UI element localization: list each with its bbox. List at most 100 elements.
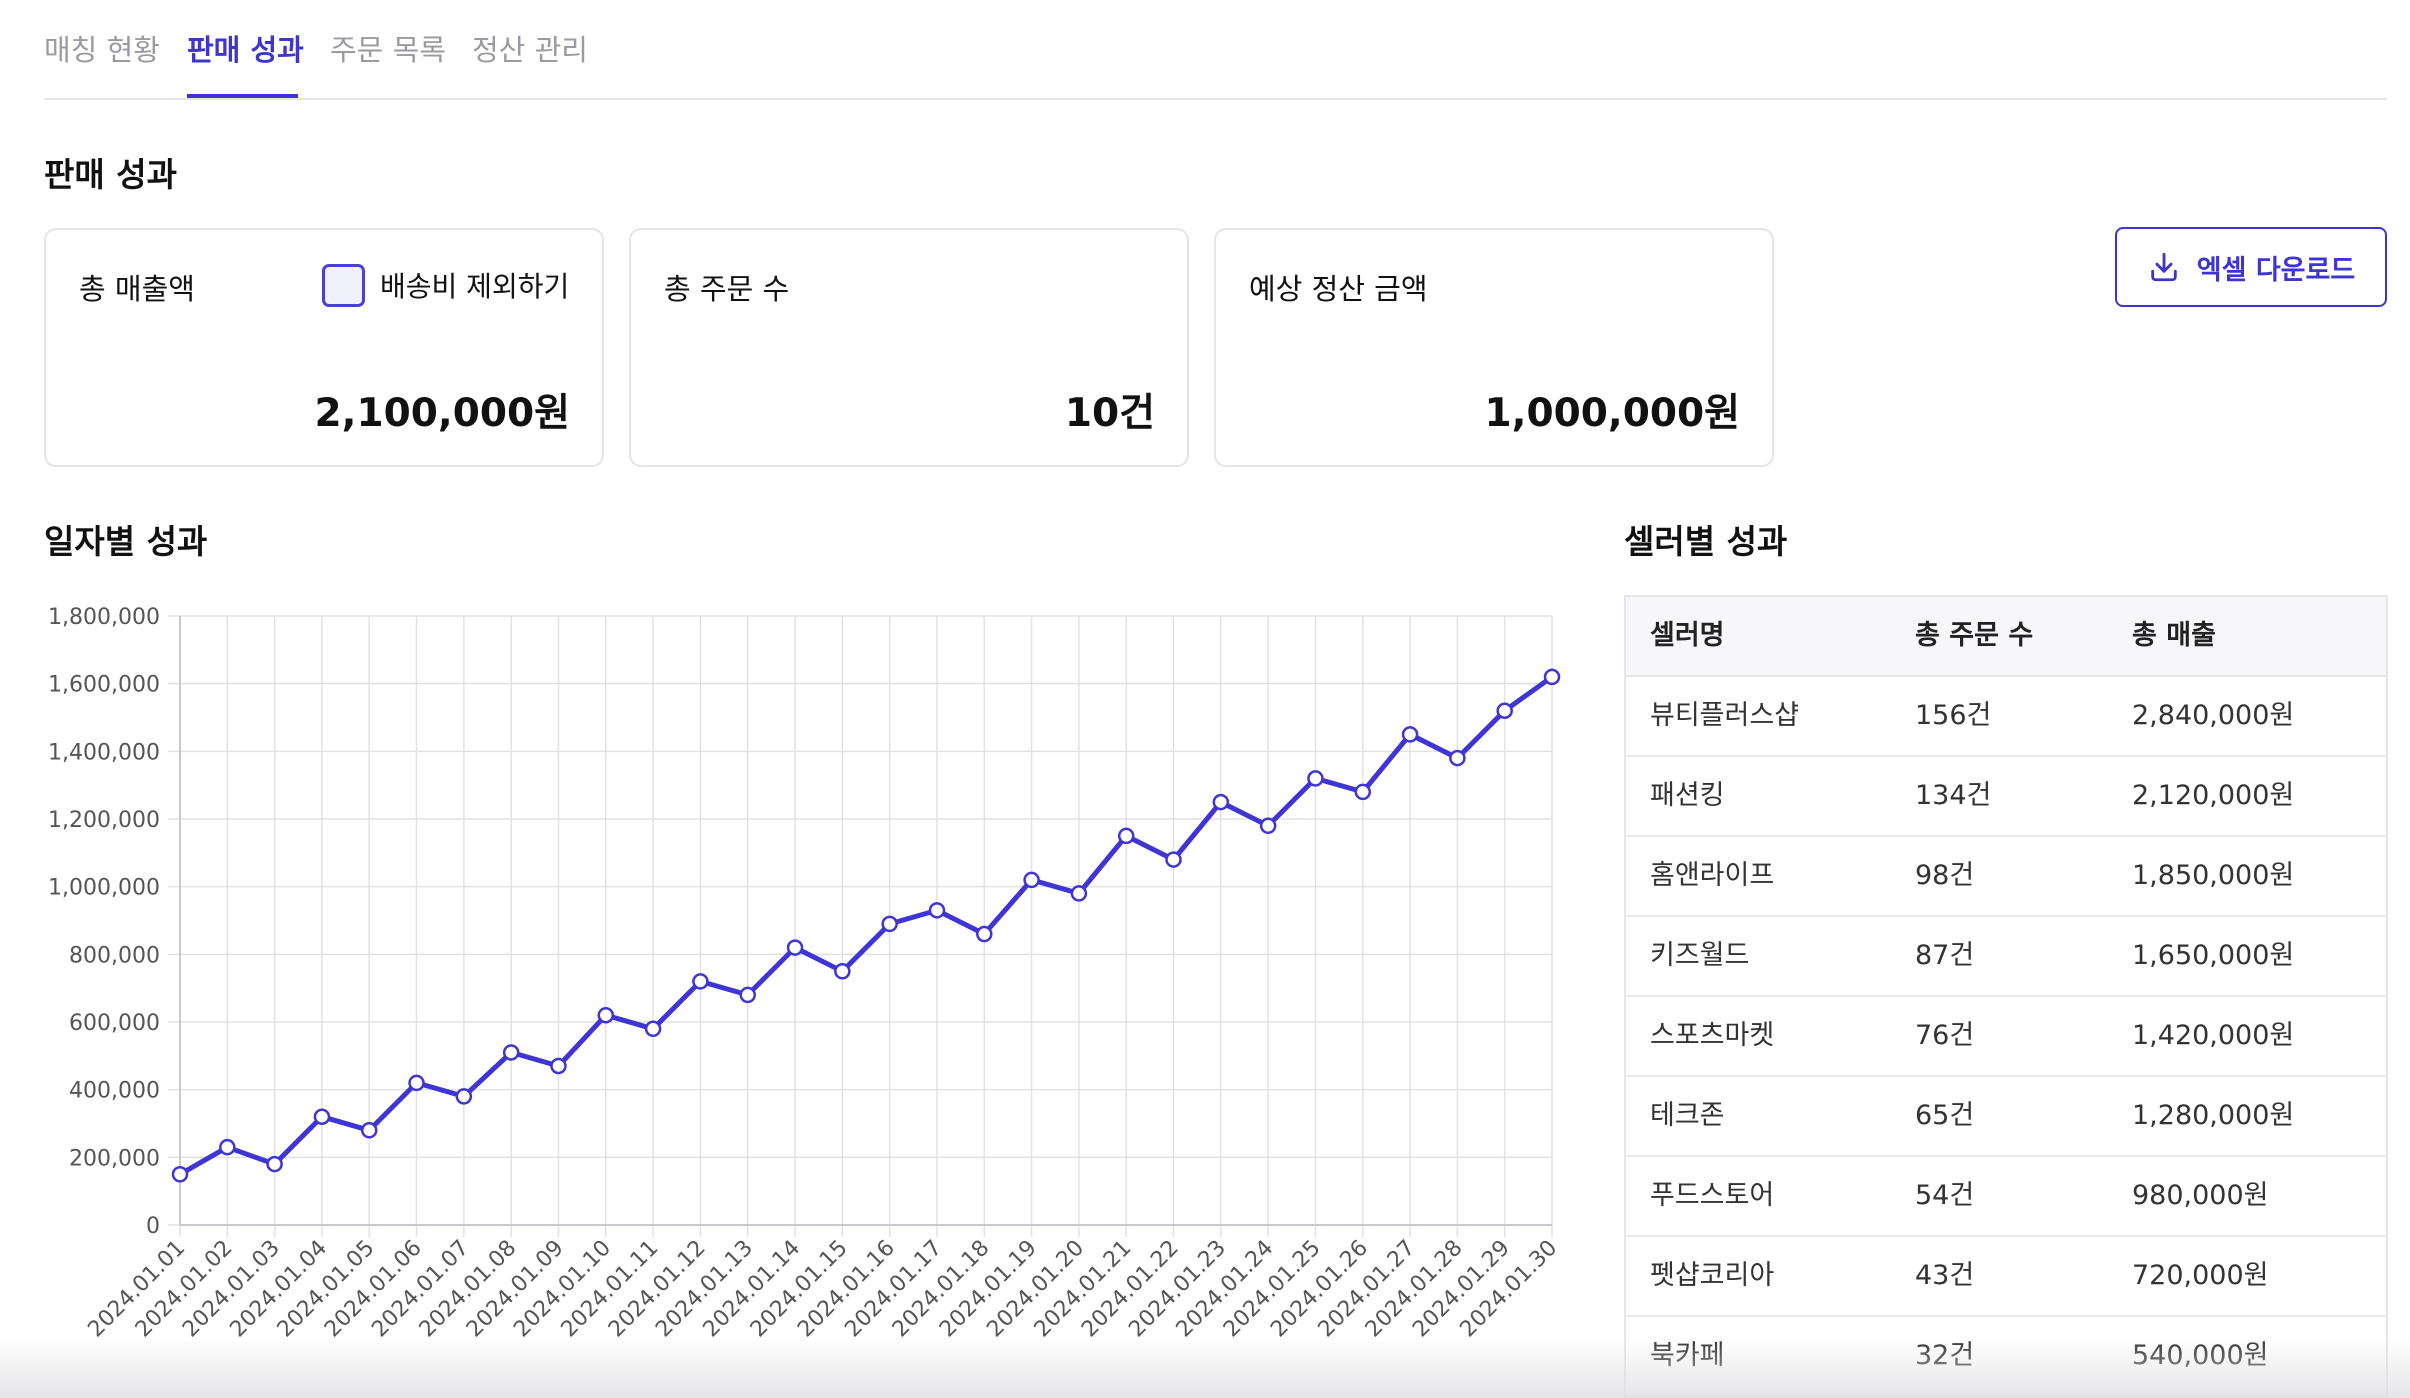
seller-name: 펫샵코리아 [1650,1260,1775,1291]
seller-name: 홈앤라이프 [1650,860,1775,891]
checkbox-box[interactable] [322,263,365,307]
data-point [739,986,756,1004]
data-point [1212,793,1230,811]
seller-orders: 32건 [1915,1340,1975,1371]
expected-settlement-value: 1,000,000원 [1484,391,1740,436]
table-row: 패션킹 134건 2,120,000원 [1626,757,2386,837]
seller-orders: 98건 [1915,860,1975,891]
data-point [313,1108,331,1125]
y-tick-label: 400,000 [69,1079,160,1104]
seller-performance-title: 셀러별 성과 [1624,522,1788,561]
data-point [1543,668,1561,686]
data-point [360,1122,378,1139]
data-point [881,915,898,933]
seller-sales: 1,850,000원 [2132,860,2295,891]
data-point [171,1166,189,1183]
tab-settlement[interactable]: 정산 관리 [472,33,588,67]
y-tick-label: 1,400,000 [48,740,160,765]
seller-name: 푸드스토어 [1650,1180,1775,1211]
seller-sales: 720,000원 [2132,1260,2269,1291]
tab-order-list[interactable]: 주문 목록 [330,33,446,67]
table-row: 북카페 32건 540,000원 [1626,1317,2386,1397]
y-tick-label: 800,000 [69,943,160,968]
data-point [692,973,709,990]
data-point [1449,749,1466,767]
y-tick-label: 1,000,000 [48,876,160,901]
y-tick-label: 200,000 [69,1146,160,1171]
tab-matching-status[interactable]: 매칭 현황 [44,33,160,67]
total-sales-value: 2,100,000원 [314,391,570,436]
data-point [1496,702,1513,719]
y-tick-label: 0 [146,1214,160,1239]
data-point [550,1057,567,1075]
daily-sales-line-chart: 0 200,000 400,000 600,000 800,000 1,000,000 1,… [48,605,1562,1342]
seller-orders: 156건 [1915,700,1992,731]
total-orders-value: 10건 [1064,391,1155,436]
seller-orders: 43건 [1915,1260,1975,1291]
seller-orders: 134건 [1915,780,1992,811]
data-point [644,1020,662,1038]
table-row: 스포츠마켓 76건 1,420,000원 [1626,997,2386,1077]
header-total-sales: 총 매출 [2132,620,2216,651]
download-icon [2151,252,2177,282]
data-point [1165,851,1182,868]
data-point [455,1088,473,1105]
tab-sales-performance[interactable]: 판매 성과 [187,33,304,67]
y-tick-label: 1,600,000 [48,673,160,698]
seller-sales: 1,420,000원 [2132,1020,2295,1051]
table-row: 펫샵코리아 43건 720,000원 [1626,1237,2386,1317]
seller-name: 테크존 [1650,1100,1725,1131]
y-tick-label: 1,800,000 [48,605,160,630]
seller-sales: 2,840,000원 [2132,700,2295,731]
table-row: 홈앤라이프 98건 1,850,000원 [1626,837,2386,917]
data-point [1117,827,1135,845]
seller-name: 뷰티플러스샵 [1650,700,1800,731]
seller-sales: 980,000원 [2132,1180,2269,1211]
total-sales-card: 총 매출액 배송비 제외하기 2,100,000원 [44,228,604,467]
expected-settlement-card: 예상 정산 금액 1,000,000원 [1214,228,1774,467]
data-point [266,1155,283,1173]
expected-settlement-label: 예상 정산 금액 [1249,272,1428,306]
data-point [786,939,804,956]
seller-sales: 1,650,000원 [2132,940,2295,971]
data-point [502,1044,520,1061]
seller-orders: 54건 [1915,1180,1975,1211]
exclude-shipping-label[interactable]: 배송비 제외하기 [380,270,570,303]
seller-performance-table: 셀러명 총 주문 수 총 매출 뷰티플러스샵 156건 2,840,000원 패… [1624,595,2388,1398]
seller-orders: 65건 [1915,1100,1975,1131]
data-point [1023,871,1040,889]
total-orders-card: 총 주문 수 10건 [629,228,1189,467]
excel-download-button[interactable]: 엑셀 다운로드 [2115,227,2387,307]
table-row: 테크존 65건 1,280,000원 [1626,1077,2386,1157]
total-orders-label: 총 주문 수 [664,272,790,306]
active-tab-indicator [187,94,298,98]
seller-sales: 1,280,000원 [2132,1100,2295,1131]
table-row: 푸드스토어 54건 980,000원 [1626,1157,2386,1237]
data-point [1354,783,1372,801]
data-point [1259,817,1277,835]
data-point [1070,885,1088,902]
data-point [976,925,993,943]
header-total-orders: 총 주문 수 [1915,620,2034,651]
y-tick-label: 1,200,000 [48,808,160,833]
data-point [1307,770,1324,787]
seller-sales: 540,000원 [2132,1340,2269,1371]
y-tick-label: 600,000 [69,1011,160,1036]
page-title: 판매 성과 [44,155,177,194]
seller-name: 스포츠마켓 [1650,1020,1775,1051]
seller-name: 패션킹 [1650,780,1725,811]
data-point [834,963,851,980]
data-point [408,1074,425,1092]
seller-name: 키즈월드 [1650,940,1750,971]
seller-orders: 87건 [1915,940,1975,971]
excel-download-label[interactable]: 엑셀 다운로드 [2196,254,2356,286]
data-point [597,1006,615,1024]
total-sales-label: 총 매출액 [79,272,195,306]
data-point [219,1138,236,1156]
table-row: 키즈월드 87건 1,650,000원 [1626,917,2386,997]
header-seller-name: 셀러명 [1650,620,1725,651]
tab-bar: 매칭 현황 판매 성과 주문 목록 정산 관리 [44,0,2387,100]
exclude-shipping-checkbox[interactable]: 배송비 제외하기 [322,262,569,308]
table-row: 뷰티플러스샵 156건 2,840,000원 [1626,677,2386,757]
table-header-row: 셀러명 총 주문 수 총 매출 [1626,597,2386,677]
